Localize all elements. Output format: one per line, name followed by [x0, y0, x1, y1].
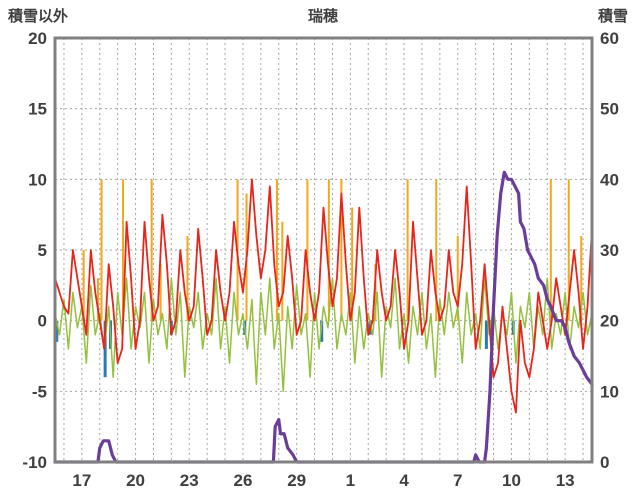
- right-axis-title: 積雪: [597, 8, 628, 25]
- svg-text:10: 10: [502, 471, 521, 490]
- plot-frame: [53, 36, 594, 464]
- svg-text:26: 26: [233, 471, 252, 490]
- svg-text:7: 7: [453, 471, 462, 490]
- svg-text:13: 13: [556, 471, 575, 490]
- svg-text:17: 17: [72, 471, 91, 490]
- svg-text:1: 1: [346, 471, 355, 490]
- svg-text:4: 4: [399, 471, 409, 490]
- svg-text:40: 40: [600, 170, 619, 189]
- svg-text:23: 23: [180, 471, 199, 490]
- series-snow-depth: [53, 170, 594, 464]
- svg-text:10: 10: [600, 382, 619, 401]
- svg-text:20: 20: [28, 29, 47, 48]
- svg-text:0: 0: [38, 312, 47, 331]
- svg-text:20: 20: [126, 471, 145, 490]
- svg-text:10: 10: [28, 170, 47, 189]
- svg-text:-5: -5: [32, 382, 47, 401]
- left-axis-title: 積雪以外: [8, 8, 69, 25]
- svg-text:5: 5: [38, 241, 47, 260]
- svg-text:30: 30: [600, 241, 619, 260]
- y-axis-right-labels: 60 50 40 30 20 10 0: [600, 29, 619, 472]
- svg-text:15: 15: [28, 100, 47, 119]
- chart-title: 瑞穂: [307, 8, 339, 25]
- svg-text:20: 20: [600, 312, 619, 331]
- svg-text:0: 0: [600, 453, 609, 472]
- series-red: [54, 178, 593, 414]
- svg-text:50: 50: [600, 100, 619, 119]
- svg-text:60: 60: [600, 29, 619, 48]
- x-axis-labels: 17 20 23 26 29 1 4 7 10 13: [72, 471, 574, 490]
- svg-text:29: 29: [287, 471, 306, 490]
- svg-text:-10: -10: [22, 453, 47, 472]
- y-axis-left-labels: 20 15 10 5 0 -5 -10: [22, 29, 47, 472]
